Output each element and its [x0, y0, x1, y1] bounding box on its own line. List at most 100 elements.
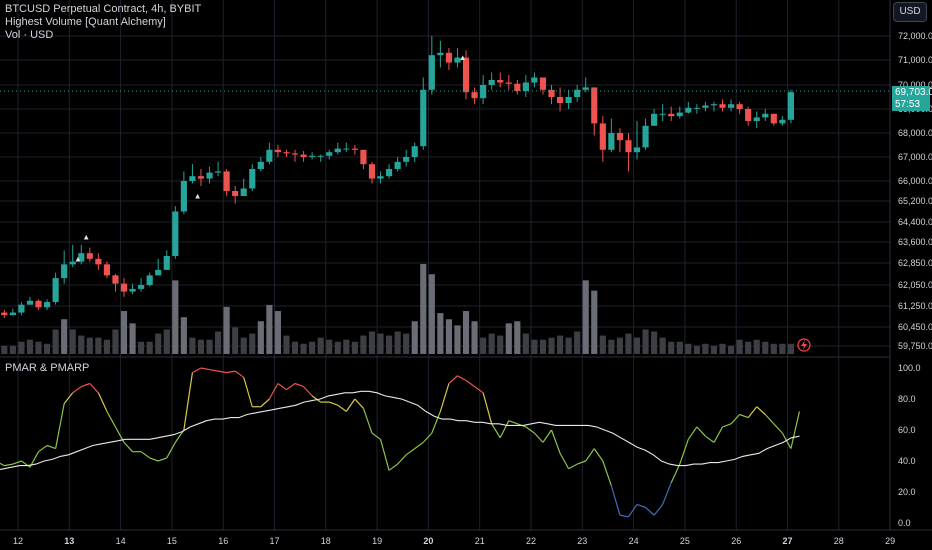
- volume-bar: [471, 321, 478, 354]
- pmar-segment: [696, 426, 706, 437]
- last-price-tag: 69,703.0: [892, 86, 932, 99]
- lightning-icon[interactable]: [797, 338, 811, 352]
- volume-bar: [1, 345, 8, 354]
- pmar-segment: [362, 408, 373, 434]
- candle-body: [197, 176, 205, 179]
- volume-bar: [497, 335, 504, 354]
- volume-bar: [437, 313, 444, 354]
- volume-bar: [522, 333, 529, 354]
- volume-bar: [351, 341, 358, 354]
- time-tick-label: 21: [475, 536, 485, 546]
- volume-bar: [69, 329, 76, 354]
- pmar-segment: [679, 439, 689, 465]
- candle-body: [420, 89, 427, 147]
- pmar-segment: [559, 452, 570, 470]
- pmar-segment: [414, 441, 424, 450]
- candle-body: [35, 300, 42, 308]
- volume-bar: [531, 339, 538, 354]
- pmar-segment: [457, 375, 467, 381]
- candle-body: [317, 155, 324, 157]
- volume-bar: [334, 341, 341, 354]
- candle-body: [180, 181, 187, 212]
- pmar-segment: [491, 423, 501, 439]
- volume-bar: [488, 333, 495, 354]
- pmar-segment: [499, 420, 510, 439]
- volume-bar: [368, 331, 376, 354]
- volume-bar: [197, 339, 205, 354]
- candle-body: [497, 80, 504, 83]
- time-tick-label: 26: [731, 536, 741, 546]
- price-axis[interactable]: 59,750.0 60,450.0 61,250.0 62,050.0 62,850.0…: [898, 31, 932, 351]
- pmar-segment: [405, 448, 416, 456]
- volume-bar: [411, 321, 418, 354]
- volume-bar: [385, 335, 393, 354]
- pmar-segment: [722, 423, 732, 428]
- candle-body: [668, 113, 675, 117]
- candle-body: [343, 148, 350, 150]
- pmar-segment: [670, 463, 681, 483]
- pmar-segment: [268, 383, 279, 400]
- bar-countdown: 57:53: [892, 98, 930, 111]
- pmar-segment: [12, 460, 22, 465]
- time-tick-label: 18: [321, 536, 331, 546]
- pmar-segment: [345, 398, 356, 412]
- candle-body: [625, 140, 632, 153]
- pmar-segment: [448, 375, 458, 384]
- price-tick-label: 71,000.0: [898, 55, 932, 65]
- candle-body: [762, 113, 769, 118]
- pmar-segment: [200, 367, 210, 371]
- pmar-segment: [747, 406, 758, 418]
- pmar-segment: [337, 404, 347, 412]
- volume-bar: [43, 343, 51, 354]
- volume-bar: [112, 329, 119, 354]
- volume-bar: [702, 343, 709, 354]
- volume-bar: [240, 337, 247, 354]
- volume-bar: [146, 341, 153, 354]
- pmar-segment: [465, 379, 475, 388]
- candle-body: [368, 164, 376, 179]
- volume-bar: [317, 337, 324, 354]
- volume-bar: [155, 333, 162, 354]
- candle-body: [574, 89, 581, 97]
- osc-tick-label: 20.0: [898, 487, 916, 497]
- osc-tick-label: 40.0: [898, 456, 916, 466]
- candle-body: [556, 97, 564, 103]
- pmar-segment: [576, 460, 586, 465]
- pmar-segment: [619, 514, 629, 518]
- pmar-segment: [72, 386, 82, 394]
- price-tick-label: 63,600.0: [898, 237, 932, 247]
- pmar-segment: [97, 392, 108, 412]
- pmar-segment: [662, 482, 672, 505]
- candle-body: [78, 253, 85, 262]
- oscillator-axis[interactable]: 0.0 20.0 40.0 60.0 80.0 100.0: [898, 363, 921, 528]
- volume-bar: [163, 329, 170, 354]
- candle-body: [172, 211, 179, 256]
- time-tick-label: 29: [885, 536, 895, 546]
- candle-body: [642, 125, 649, 148]
- volume-bar: [394, 331, 401, 354]
- price-tick-label: 65,200.0: [898, 196, 932, 206]
- volume-bar: [300, 343, 307, 354]
- volume-bar: [206, 339, 213, 354]
- pmar-segment: [21, 460, 31, 468]
- pmar-segment: [593, 448, 604, 462]
- candle-body: [274, 149, 281, 153]
- volume-bar: [138, 341, 145, 354]
- time-axis[interactable]: 12 13 14 15 16 17 18 19 20 21 22 23 24 25 26 27 28 29: [13, 536, 895, 546]
- pmar-segment: [243, 377, 253, 407]
- price-tick-label: 62,050.0: [898, 280, 932, 290]
- pmar-segment: [260, 398, 270, 408]
- pmar-segment: [653, 504, 664, 516]
- volume-bar: [95, 337, 102, 354]
- volume-bar: [343, 339, 350, 354]
- candle-body: [138, 285, 145, 289]
- candle-body: [480, 85, 487, 99]
- currency-button[interactable]: USD: [893, 2, 927, 22]
- volume-bar: [266, 304, 273, 354]
- candle-body: [9, 312, 16, 316]
- pmar-segment: [388, 463, 398, 471]
- candle-body: [257, 161, 264, 169]
- pmar-segment: [192, 367, 202, 374]
- volume-bar: [274, 311, 281, 354]
